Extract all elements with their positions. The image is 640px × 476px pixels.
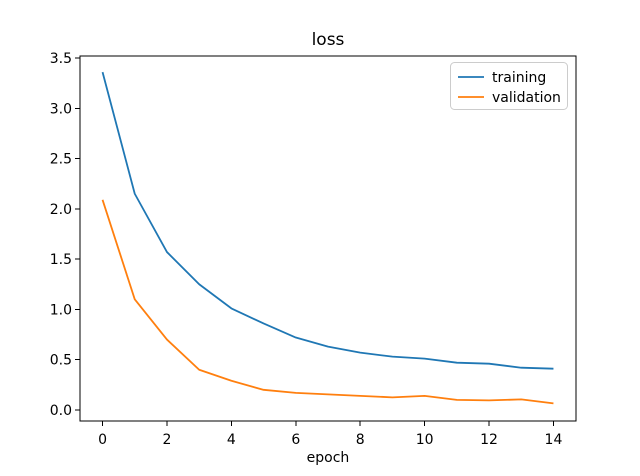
legend-entry-validation: validation [458,90,561,106]
x-tick-label: 6 [291,432,300,448]
y-tick-label: 3.5 [50,51,72,67]
y-tick-label: 0.5 [50,353,72,369]
training-legend-label: training [492,70,546,86]
legend: training validation [450,62,568,110]
series-lines [101,71,554,405]
axes-spines [79,55,577,422]
x-tick-label: 4 [227,432,236,448]
x-tick-label: 8 [356,432,365,448]
legend-entry-training: training [458,70,546,86]
validation-legend-label: validation [492,90,561,106]
x-axis-label: epoch [307,450,350,466]
y-axis-ticks: 0.0 0.5 1.0 1.5 2.0 2.5 3.0 3.5 [50,51,80,419]
chart-title: loss [312,30,345,50]
y-tick-label: 2.0 [50,202,72,218]
x-tick-label: 10 [416,432,434,448]
y-tick-label: 1.0 [50,302,72,318]
y-tick-label: 3.0 [50,101,72,117]
y-tick-label: 1.5 [50,252,72,268]
x-tick-label: 12 [480,432,498,448]
training-line [101,71,554,370]
y-tick-label: 0.0 [50,403,72,419]
y-tick-label: 2.5 [50,152,72,168]
validation-line [101,199,554,405]
x-tick-label: 0 [98,432,107,448]
x-axis-ticks: 0 2 4 6 8 10 12 14 [98,421,562,448]
x-tick-label: 14 [545,432,563,448]
plot-area [80,56,576,421]
x-tick-label: 2 [163,432,172,448]
